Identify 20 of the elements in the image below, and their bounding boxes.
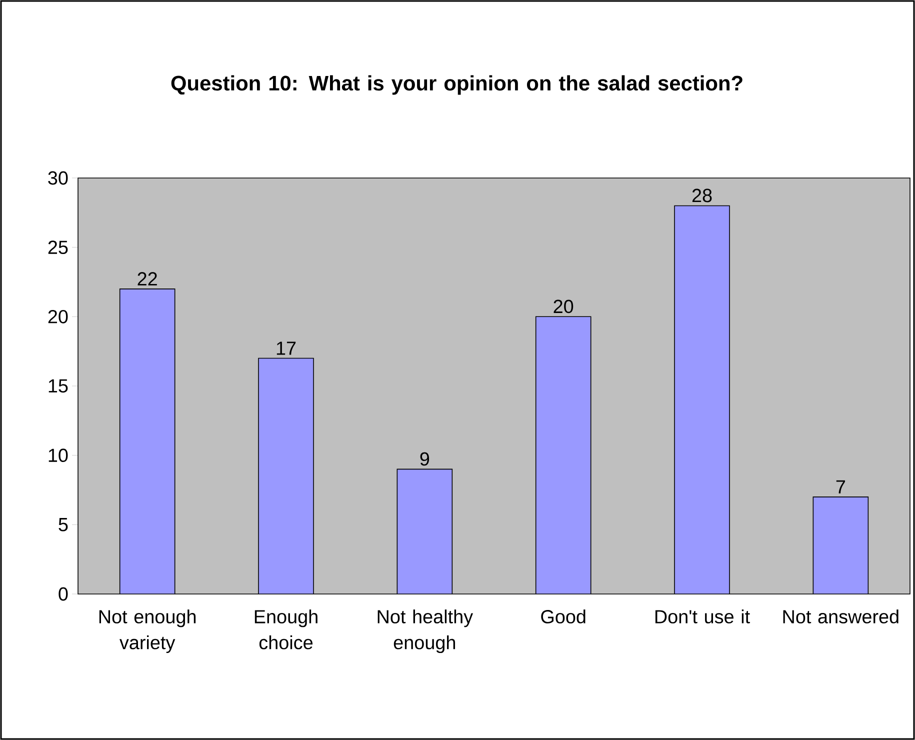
y-tick-label: 0 xyxy=(58,587,68,601)
y-tick-label: 10 xyxy=(48,448,68,462)
y-tick-label: 25 xyxy=(48,240,68,254)
x-tick-label: Not healthy enough xyxy=(378,610,474,654)
chart-title: Question 10: What is your opinion on the salad section? xyxy=(171,75,742,95)
x-tick-label: Don't use it xyxy=(655,610,750,624)
y-tick-label: 30 xyxy=(48,171,68,185)
data-label: 28 xyxy=(692,188,712,202)
y-tick-label: 20 xyxy=(48,310,68,324)
data-label: 17 xyxy=(276,342,296,355)
data-label: 20 xyxy=(554,300,574,314)
data-label: 7 xyxy=(836,480,845,494)
x-tick-label: Not enough variety xyxy=(99,610,196,654)
x-tick-label: Not answered xyxy=(783,610,898,624)
data-label: 22 xyxy=(138,272,157,286)
y-tick-label: 15 xyxy=(48,379,68,393)
y-tick-label: 5 xyxy=(58,518,68,532)
x-tick-label: Good xyxy=(541,610,586,624)
x-tick-label: Enough choice xyxy=(254,610,318,650)
data-label: 9 xyxy=(420,452,430,466)
